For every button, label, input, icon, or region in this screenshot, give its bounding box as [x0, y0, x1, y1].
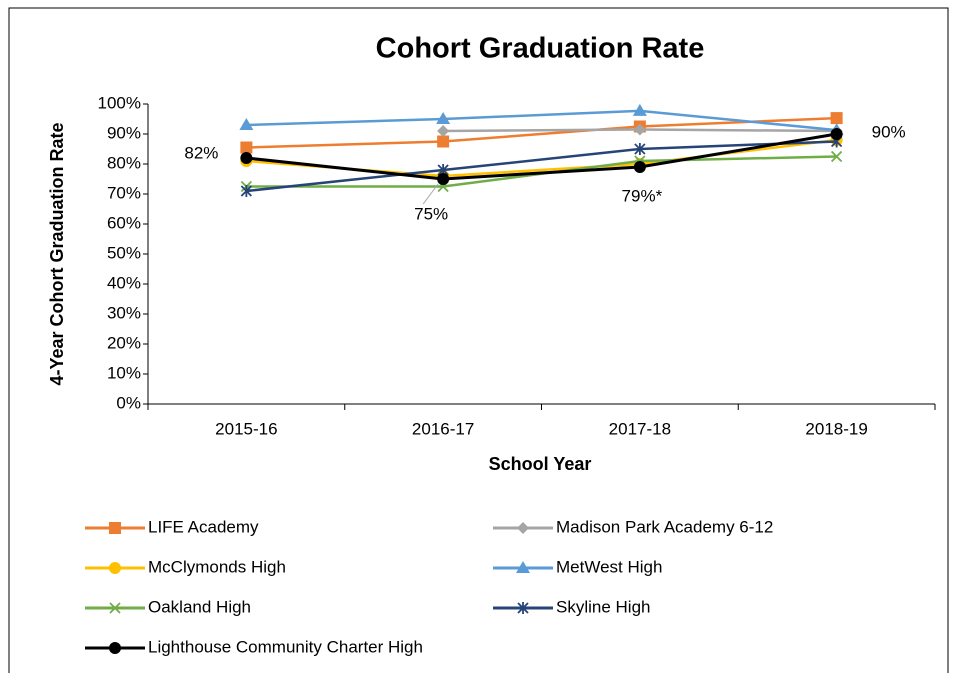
series-line [246, 116, 837, 149]
y-tick-label: 100% [98, 93, 141, 112]
marker [437, 173, 450, 185]
marker [517, 522, 529, 534]
chart-title: Cohort Graduation Rate [376, 33, 705, 65]
marker [109, 562, 121, 574]
x-tick-label: 2016-17 [412, 419, 474, 438]
marker [633, 161, 646, 173]
marker [830, 128, 843, 140]
data-label: 82% [184, 143, 218, 162]
legend-label: Skyline High [556, 597, 651, 616]
x-axis-label: School Year [489, 454, 592, 474]
series-line [246, 132, 837, 181]
marker [830, 112, 843, 125]
y-tick-label: 60% [107, 213, 141, 232]
y-tick-label: 70% [107, 183, 141, 202]
marker [436, 112, 451, 124]
legend-label: Lighthouse Community Charter High [148, 637, 423, 656]
marker [633, 123, 646, 136]
y-tick-label: 90% [107, 123, 141, 142]
marker [634, 143, 646, 155]
y-axis-label: 4-Year Cohort Graduation Rate [47, 122, 67, 385]
legend-label: MetWest High [556, 557, 662, 576]
marker [516, 561, 530, 573]
legend-label: Oakland High [148, 597, 251, 616]
legend-label: LIFE Academy [148, 517, 259, 536]
marker [109, 602, 121, 614]
marker [239, 118, 254, 130]
y-tick-label: 40% [107, 273, 141, 292]
marker [109, 642, 121, 654]
legend-label: Madison Park Academy 6-12 [556, 517, 773, 536]
x-tick-label: 2017-18 [609, 419, 671, 438]
marker [437, 135, 450, 148]
y-tick-label: 10% [107, 363, 141, 382]
y-tick-label: 0% [116, 393, 141, 412]
marker [240, 141, 253, 154]
y-tick-label: 20% [107, 333, 141, 352]
marker [437, 125, 450, 137]
marker [517, 602, 529, 614]
frame [8, 7, 949, 673]
series-line [246, 140, 837, 193]
marker [240, 152, 253, 164]
y-tick-label: 80% [107, 153, 141, 172]
data-label: 75% [414, 204, 448, 223]
y-tick-label: 50% [107, 243, 141, 262]
x-tick-label: 2015-16 [215, 419, 277, 438]
data-label: 79%* [622, 186, 663, 205]
marker [830, 150, 843, 163]
series-line [246, 109, 837, 132]
legend-label: McClymonds High [148, 557, 286, 576]
y-tick-label: 30% [107, 303, 141, 322]
x-tick-label: 2018-19 [805, 419, 867, 438]
data-label: 90% [872, 122, 906, 141]
marker [632, 103, 647, 116]
leader-line [422, 183, 439, 205]
marker [240, 185, 253, 197]
marker [109, 522, 121, 534]
